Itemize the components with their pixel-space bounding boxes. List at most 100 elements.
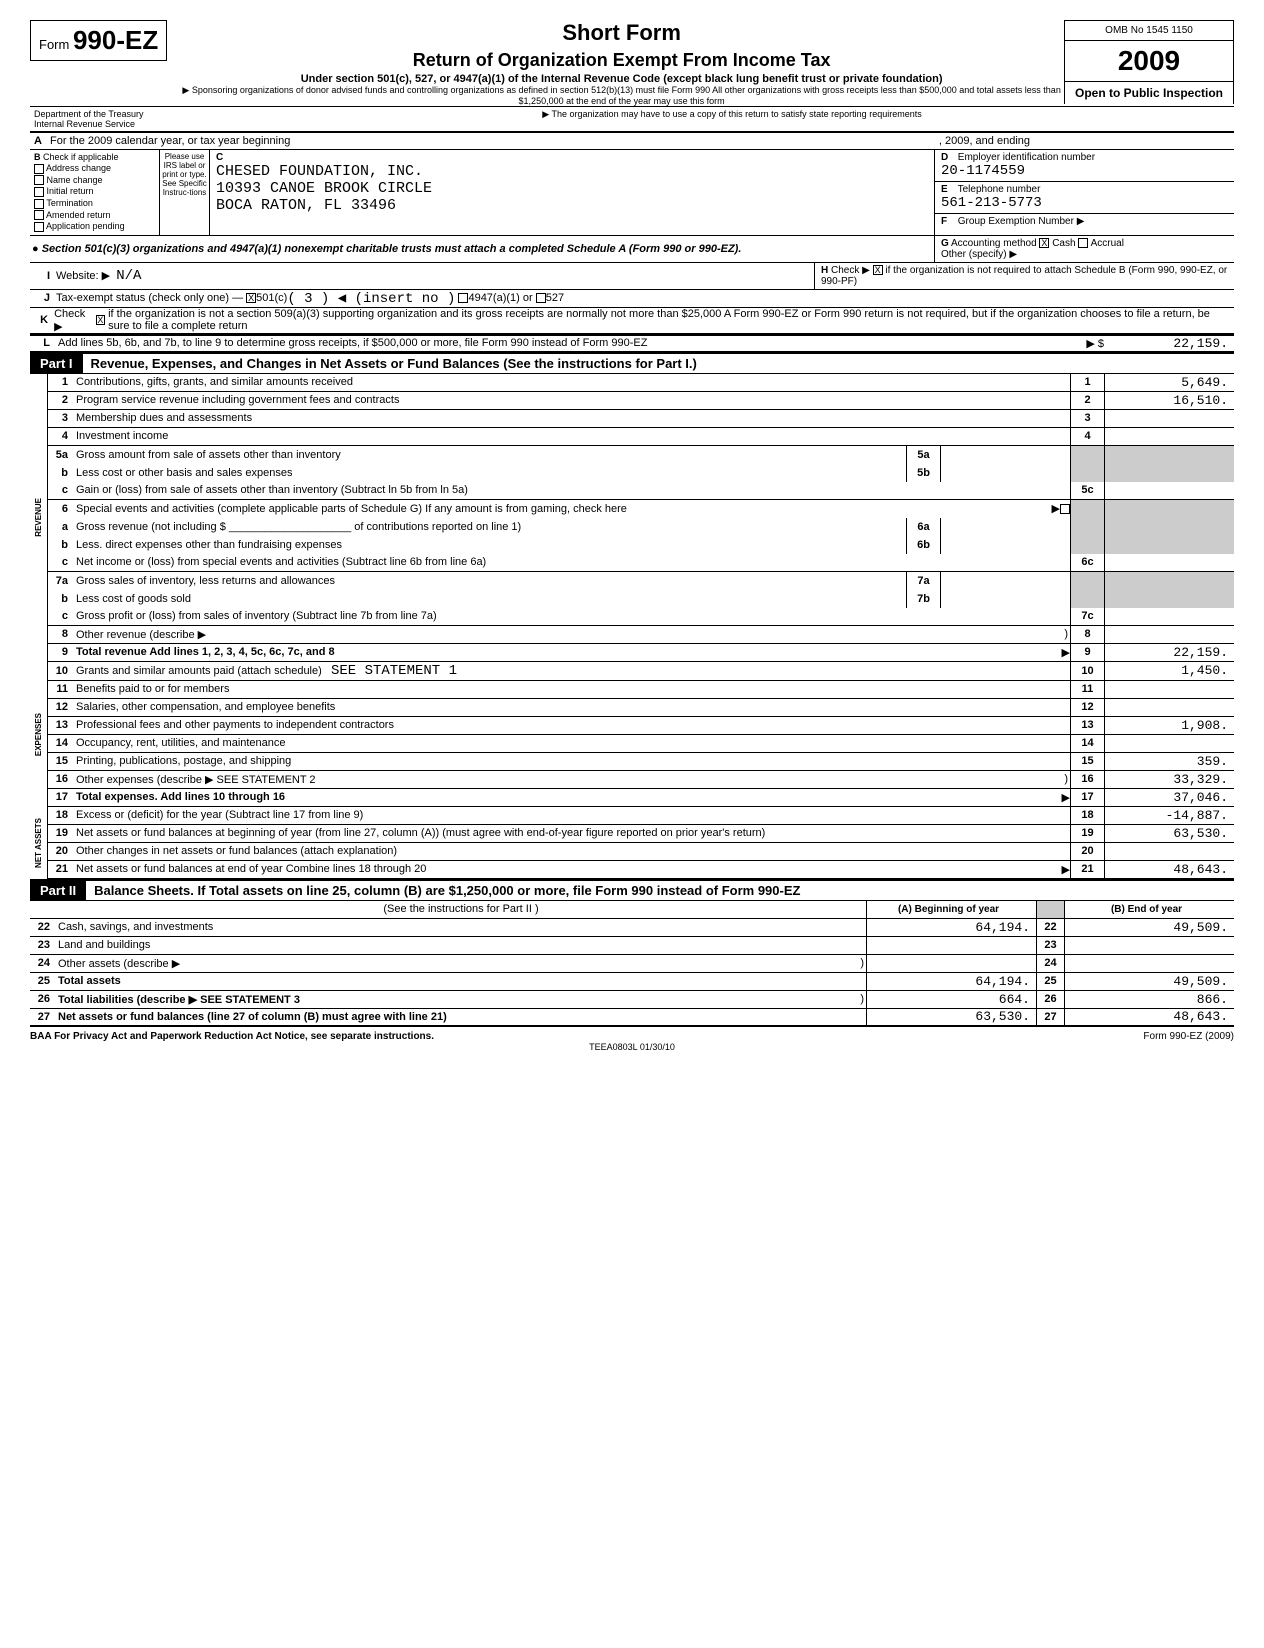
part2-tag: Part II xyxy=(30,881,86,900)
side-expenses: EXPENSES xyxy=(30,662,48,807)
footer-code: TEEA0803L 01/30/10 xyxy=(30,1042,1234,1052)
copy-note: ▶ The organization may have to use a cop… xyxy=(230,107,1234,131)
part1-header: Part I Revenue, Expenses, and Changes in… xyxy=(30,352,1234,374)
bs27-b: 48,643. xyxy=(1064,1009,1234,1025)
chk-4947[interactable] xyxy=(458,293,468,303)
line4-text: Investment income xyxy=(74,429,1070,443)
chk-gaming[interactable] xyxy=(1060,504,1070,514)
line12-val xyxy=(1104,699,1234,716)
website-val: N/A xyxy=(116,268,141,284)
side-net: NET ASSETS xyxy=(30,807,48,879)
line13-text: Professional fees and other payments to … xyxy=(74,718,1070,732)
g-other: Other (specify) ▶ xyxy=(941,249,1017,260)
c-label: C xyxy=(216,152,928,163)
bullet-g-row: ● Section 501(c)(3) organizations and 49… xyxy=(30,236,1234,263)
addr-line1: 10393 CANOE BROOK CIRCLE xyxy=(216,180,928,197)
title-block: Short Form Return of Organization Exempt… xyxy=(179,20,1064,106)
chk-termination[interactable] xyxy=(34,199,44,209)
part2-title: Balance Sheets. If Total assets on line … xyxy=(86,883,800,898)
line15-val: 359. xyxy=(1104,753,1234,770)
line20-val xyxy=(1104,843,1234,860)
line6b-text: Less. direct expenses other than fundrai… xyxy=(74,538,906,552)
chk-address-lbl: Address change xyxy=(46,163,111,173)
l-arrow: ▶ $ xyxy=(1086,337,1104,350)
dept-line: Department of the Treasury xyxy=(34,109,226,119)
b-label: B xyxy=(34,152,41,162)
chk-cash[interactable]: X xyxy=(1039,238,1049,248)
l-text: Add lines 5b, 6b, and 7b, to line 9 to d… xyxy=(56,336,1086,350)
5b-pre: b xyxy=(48,467,74,479)
bs27-a: 63,530. xyxy=(866,1009,1036,1025)
chk-527[interactable] xyxy=(536,293,546,303)
g-text: Accounting method xyxy=(951,238,1037,249)
line7c-box: 7c xyxy=(1070,608,1104,625)
chk-address[interactable] xyxy=(34,164,44,174)
footer-form: Form 990-EZ (2009) xyxy=(1143,1031,1234,1042)
chk-name-lbl: Name change xyxy=(47,175,103,185)
chk-h[interactable]: X xyxy=(873,265,883,275)
net-label: NET ASSETS xyxy=(34,818,43,868)
bs26-text: Total liabilities (describe ▶ SEE STATEM… xyxy=(58,994,300,1006)
j-paren: ( 3 ) ◀ (insert no ) xyxy=(287,290,455,307)
6c-pre: c xyxy=(48,556,74,568)
g-cash-lbl: Cash xyxy=(1052,238,1075,249)
bs23-text: Land and buildings xyxy=(56,938,866,952)
line5b-box: 5b xyxy=(906,464,940,482)
6b-pre: b xyxy=(48,539,74,551)
7c-pre: c xyxy=(48,610,74,622)
line-i: I Website: ▶ N/A H Check ▶ X if the orga… xyxy=(30,263,1234,290)
chk-initial[interactable] xyxy=(34,187,44,197)
ein: 20-1174559 xyxy=(941,163,1025,179)
chk-pending[interactable] xyxy=(34,222,44,232)
bs27-text: Net assets or fund balances (line 27 of … xyxy=(58,1011,447,1023)
i-text: Website: ▶ xyxy=(56,269,110,282)
bs22-a: 64,194. xyxy=(866,919,1036,936)
form-number: 990-EZ xyxy=(73,25,158,55)
bs23-a xyxy=(866,937,1036,954)
chk-accrual[interactable] xyxy=(1078,238,1088,248)
chk-name[interactable] xyxy=(34,175,44,185)
line5c-box: 5c xyxy=(1070,482,1104,499)
side-revenue: REVENUE xyxy=(30,374,48,662)
line10-note: SEE STATEMENT 1 xyxy=(331,663,457,679)
h-label: H xyxy=(821,265,828,276)
5c-pre: c xyxy=(48,484,74,496)
form-header: Form 990-EZ Short Form Return of Organiz… xyxy=(30,20,1234,106)
colB-hdr: (B) End of year xyxy=(1064,901,1234,918)
line15-text: Printing, publications, postage, and shi… xyxy=(74,754,1070,768)
line18-text: Excess or (deficit) for the year (Subtra… xyxy=(74,808,1070,822)
line5b-text: Less cost or other basis and sales expen… xyxy=(74,466,906,480)
k-text: Check ▶ xyxy=(54,308,93,333)
line16-close: ) xyxy=(1064,773,1068,785)
line6-arrow: ▶ xyxy=(1052,502,1060,515)
line-a-text2: , 2009, and ending xyxy=(939,135,1030,147)
line17-text: Total expenses. Add lines 10 through 16 xyxy=(76,791,285,803)
bs26-b: 866. xyxy=(1064,991,1234,1008)
e-label: E xyxy=(941,184,955,195)
check-hdr: Check if applicable xyxy=(43,152,119,162)
line18-val: -14,887. xyxy=(1104,807,1234,824)
d-label: D xyxy=(941,152,955,163)
line6-text: Special events and activities (complete … xyxy=(74,502,1052,516)
line19-val: 63,530. xyxy=(1104,825,1234,842)
f-label: F xyxy=(941,216,955,227)
chk-amended[interactable] xyxy=(34,210,44,220)
line-a-text1: For the 2009 calendar year, or tax year … xyxy=(50,135,290,147)
line11-text: Benefits paid to or for members xyxy=(74,682,1070,696)
line2-text: Program service revenue including govern… xyxy=(74,393,1070,407)
revenue-label: REVENUE xyxy=(34,498,43,537)
bs23-b xyxy=(1064,937,1234,954)
line7a-text: Gross sales of inventory, less returns a… xyxy=(74,574,906,588)
chk-k[interactable]: X xyxy=(96,315,105,325)
chk-501c[interactable]: X xyxy=(246,293,256,303)
e-text: Telephone number xyxy=(958,184,1041,195)
line7c-text: Gross profit or (loss) from sales of inv… xyxy=(74,609,1070,623)
f-text: Group Exemption Number xyxy=(958,216,1074,227)
j-527: 527 xyxy=(546,292,564,304)
line7b-text: Less cost of goods sold xyxy=(74,592,906,606)
chk-pending-lbl: Application pending xyxy=(46,221,125,231)
chk-termination-lbl: Termination xyxy=(46,198,93,208)
revenue-lines: 1Contributions, gifts, grants, and simil… xyxy=(48,374,1234,662)
irs-line: Internal Revenue Service xyxy=(34,119,226,129)
line6a-text: Gross revenue (not including $ _________… xyxy=(74,520,906,534)
